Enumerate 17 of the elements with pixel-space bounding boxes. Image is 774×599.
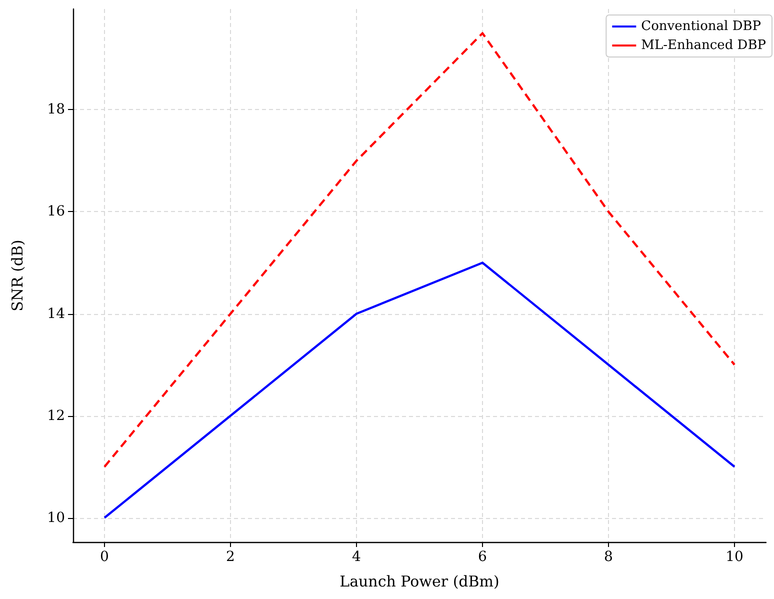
x-tick-label: 8: [604, 549, 613, 565]
y-axis-title: SNR (dB): [8, 240, 26, 312]
y-tick-label: 16: [47, 204, 66, 220]
x-tick-label: 2: [226, 549, 235, 565]
x-tick-label: 4: [352, 549, 362, 565]
line-series: [103, 262, 736, 519]
y-tick-label: 12: [47, 408, 65, 424]
x-tick-label: 10: [726, 549, 744, 565]
x-axis-title: Launch Power (dBm): [340, 572, 500, 590]
y-tick-label: 14: [47, 306, 66, 322]
x-tick-label: 0: [100, 549, 109, 565]
y-tick-label: 10: [47, 510, 65, 526]
x-tick-label: 6: [478, 549, 488, 565]
line-series: [103, 32, 736, 468]
legend-label: ML-Enhanced DBP: [641, 38, 766, 53]
legend-label: Conventional DBP: [641, 19, 762, 34]
y-tick-label: 18: [47, 102, 65, 118]
